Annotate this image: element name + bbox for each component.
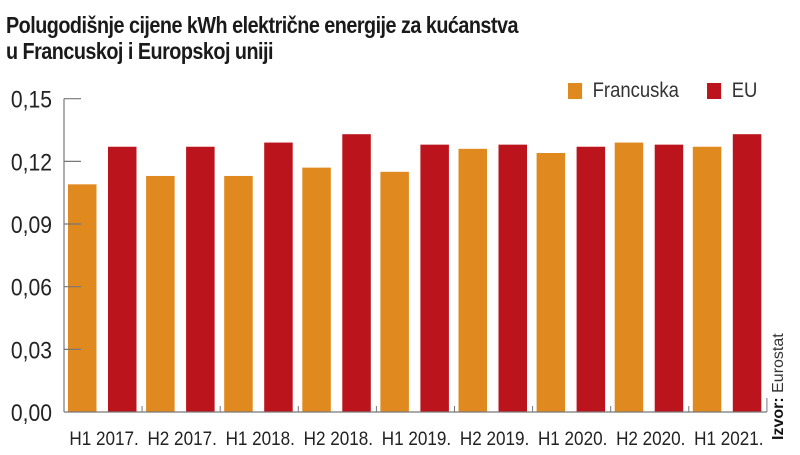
x-tick-label: H2 2017. — [147, 428, 216, 449]
bar-francuska-2 — [224, 175, 253, 412]
bar-francuska-6 — [536, 153, 566, 412]
legend-label-francuska: Francuska — [592, 79, 679, 102]
bar-eu-5 — [498, 144, 527, 412]
legend-item-francuska: Francuska — [568, 79, 679, 103]
x-tick-label: H2 2020. — [616, 428, 685, 449]
bar-eu-8 — [732, 134, 762, 412]
bar-francuska-8 — [692, 146, 722, 413]
y-tick-label: 0,03 — [11, 337, 52, 364]
bar-francuska-5 — [458, 148, 487, 412]
source-note: Izvor: Eurostat — [770, 333, 788, 440]
chart-title-line-2: u Francuskoj i Europskoj uniji — [6, 38, 273, 64]
chart-title-line-1: Polugodišnje cijene kWh električne energ… — [6, 12, 518, 38]
x-tick-label: H1 2019. — [382, 428, 451, 449]
y-tick-label: 0,00 — [11, 400, 52, 427]
legend: Francuska EU — [568, 79, 786, 103]
bar-francuska-1 — [146, 175, 175, 412]
bar-eu-6 — [576, 146, 606, 413]
legend-swatch-eu — [707, 83, 722, 99]
y-tick-label: 0,09 — [11, 212, 52, 239]
x-tick-label: H1 2020. — [538, 428, 607, 449]
x-tick-label: H2 2019. — [460, 428, 529, 449]
bar-francuska-3 — [302, 167, 331, 412]
source-label: Izvor: — [770, 397, 787, 440]
legend-swatch-francuska — [568, 83, 583, 99]
bar-eu-2 — [264, 142, 293, 412]
x-tick-label: H1 2021. — [694, 428, 763, 449]
y-tick-label: 0,06 — [11, 274, 52, 301]
bar-eu-7 — [654, 144, 684, 412]
bar-francuska-7 — [614, 142, 644, 412]
chart-title: Polugodišnje cijene kWh električne energ… — [6, 12, 518, 64]
y-tick-label: 0,12 — [11, 149, 52, 176]
bar-francuska-4 — [380, 171, 409, 412]
bar-eu-0 — [108, 146, 137, 413]
x-tick-label: H2 2018. — [304, 428, 373, 449]
legend-label-eu: EU — [731, 79, 758, 102]
bar-francuska-0 — [68, 184, 97, 412]
source-value: Eurostat — [770, 333, 787, 393]
legend-item-eu: EU — [707, 79, 757, 103]
bar-eu-1 — [186, 146, 215, 413]
x-tick-label: H1 2017. — [69, 428, 138, 449]
y-tick-label: 0,15 — [11, 86, 52, 113]
bar-eu-3 — [342, 134, 371, 412]
x-tick-label: H1 2018. — [226, 428, 295, 449]
bar-eu-4 — [420, 144, 449, 412]
